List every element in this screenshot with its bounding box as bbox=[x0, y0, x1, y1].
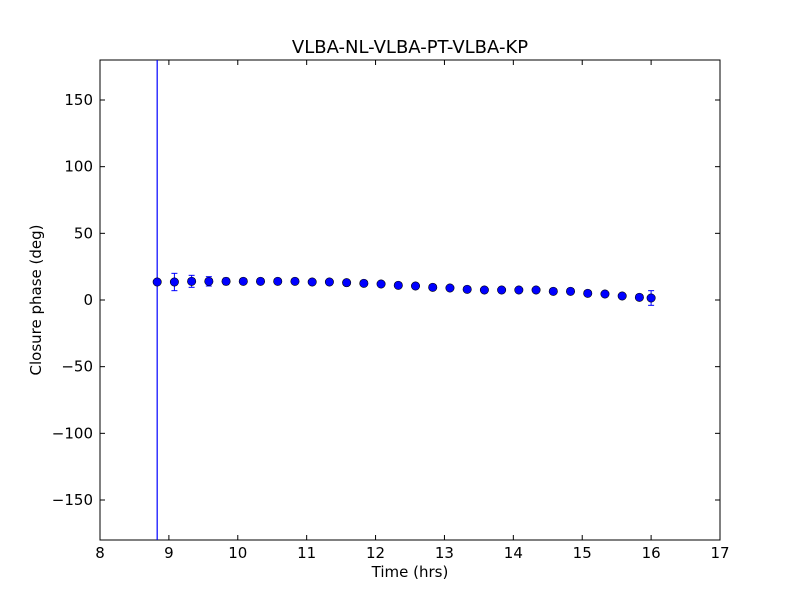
data-point bbox=[290, 276, 300, 286]
data-point bbox=[497, 285, 507, 295]
data-point bbox=[359, 278, 369, 288]
data-point bbox=[548, 286, 558, 296]
x-tick-label: 17 bbox=[710, 544, 729, 562]
chart-title: VLBA-NL-VLBA-PT-VLBA-KP bbox=[292, 37, 528, 58]
data-point bbox=[617, 291, 627, 301]
data-point bbox=[238, 276, 248, 286]
data-point bbox=[152, 277, 162, 287]
data-point bbox=[646, 293, 656, 303]
data-point bbox=[307, 277, 317, 287]
data-point bbox=[531, 285, 541, 295]
x-tick-label: 15 bbox=[573, 544, 592, 562]
y-tick-label: 150 bbox=[64, 91, 93, 109]
data-point bbox=[445, 283, 455, 293]
data-point bbox=[566, 286, 576, 296]
y-tick-label: −150 bbox=[52, 491, 93, 509]
data-point bbox=[393, 280, 403, 290]
y-tick-label: −50 bbox=[61, 358, 93, 376]
x-tick-label: 8 bbox=[95, 544, 105, 562]
plot-area: 8 9 10 11 12 13 14 15 16 17 −150 −100 −50 0 50 100 150 bbox=[52, 59, 730, 562]
data-point bbox=[324, 277, 334, 287]
data-point bbox=[169, 277, 179, 287]
data-point bbox=[204, 276, 214, 286]
y-tick-label: 50 bbox=[74, 224, 93, 242]
x-tick-label: 9 bbox=[164, 544, 174, 562]
x-tick-label: 16 bbox=[642, 544, 661, 562]
data-point bbox=[600, 289, 610, 299]
x-tick-label: 13 bbox=[435, 544, 454, 562]
x-tick-label: 12 bbox=[366, 544, 385, 562]
data-point bbox=[187, 276, 197, 286]
y-tick-label: −100 bbox=[52, 424, 93, 442]
data-point bbox=[256, 276, 266, 286]
y-axis-title: Closure phase (deg) bbox=[27, 225, 45, 376]
x-tick-label: 11 bbox=[297, 544, 316, 562]
y-tick-label: 100 bbox=[64, 158, 93, 176]
data-point bbox=[342, 278, 352, 288]
data-point bbox=[428, 282, 438, 292]
x-axis-title: Time (hrs) bbox=[371, 563, 449, 581]
data-point bbox=[479, 285, 489, 295]
data-point bbox=[376, 279, 386, 289]
y-tick-label: 0 bbox=[83, 291, 93, 309]
data-point bbox=[221, 276, 231, 286]
data-point bbox=[634, 292, 644, 302]
data-point bbox=[583, 288, 593, 298]
x-tick-label: 14 bbox=[504, 544, 523, 562]
x-tick-label: 10 bbox=[228, 544, 247, 562]
data-point bbox=[273, 276, 283, 286]
data-point bbox=[514, 285, 524, 295]
data-point bbox=[462, 284, 472, 294]
data-point bbox=[411, 281, 421, 291]
